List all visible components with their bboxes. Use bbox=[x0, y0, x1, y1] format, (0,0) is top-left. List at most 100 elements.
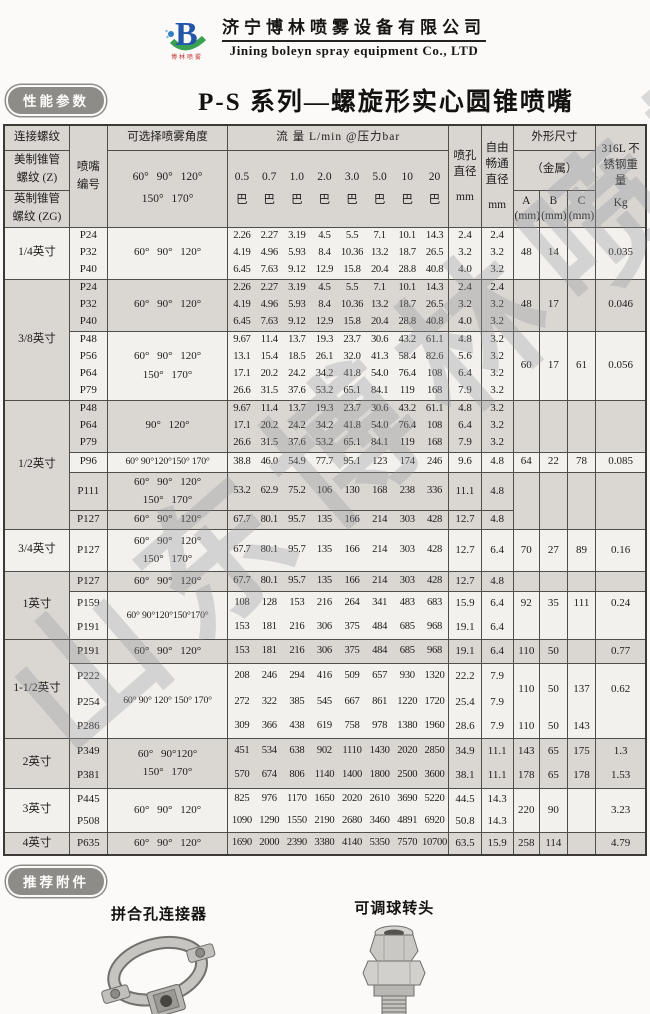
cell: 20.2 bbox=[260, 419, 279, 431]
cell: 3.2 bbox=[480, 261, 514, 279]
cell: 174 bbox=[393, 451, 421, 472]
cell: 60° 90°120°150°170° bbox=[106, 590, 229, 640]
table-row: 3/8英寸 P24 60° 90° 120° 2.26 2.27 3.19 4.5 5.5 7.… bbox=[3, 278, 647, 400]
cell bbox=[512, 471, 541, 530]
cell: 220 bbox=[512, 787, 541, 833]
cell: 12.9 bbox=[315, 263, 334, 275]
cell: 54.0 bbox=[370, 367, 389, 379]
cell: 3.2 bbox=[480, 399, 514, 418]
cell: 306 bbox=[316, 620, 332, 632]
cell: 7.9 bbox=[480, 689, 514, 716]
cell: 570 bbox=[227, 763, 256, 789]
cell: 9.12 bbox=[288, 315, 306, 327]
cell: 3.2 bbox=[480, 296, 514, 314]
cell: 19.3 bbox=[310, 399, 339, 418]
cell: 166 bbox=[338, 528, 366, 572]
cell: 60° 90° 120° bbox=[106, 638, 229, 664]
cell: 9.67 bbox=[227, 399, 256, 418]
cell: 4英寸 bbox=[3, 831, 70, 856]
cell: 4.8 bbox=[480, 509, 514, 530]
cell: 168 bbox=[427, 384, 443, 396]
cell: 11.4 bbox=[255, 399, 284, 418]
cell: 3380 bbox=[310, 831, 339, 856]
cell: 2020 bbox=[338, 787, 366, 811]
cell: 7.63 bbox=[260, 263, 279, 275]
cell: 37.6 bbox=[288, 384, 306, 396]
cell: 1110 bbox=[338, 737, 366, 764]
cell: 2190 bbox=[314, 814, 335, 826]
cell: 3英寸 bbox=[3, 787, 70, 833]
cell: 23.7 bbox=[338, 330, 366, 349]
cell: 50 bbox=[539, 662, 568, 716]
cell: 34.9 bbox=[448, 737, 482, 764]
cell bbox=[512, 570, 541, 592]
spec-table-head: 连接螺纹 喷嘴 编号 可选择喷雾角度流 量 L/min @压力bar 喷孔 直径 mm 自由畅… bbox=[3, 124, 647, 227]
cell: 0.16 bbox=[595, 528, 647, 572]
header-cell: 可选择喷雾角度 bbox=[106, 124, 229, 150]
cell: 61.1 bbox=[421, 330, 449, 349]
cell: 38.8 bbox=[227, 451, 256, 472]
cell: 246 bbox=[421, 451, 449, 472]
cell: 135 bbox=[310, 570, 339, 592]
cell: 0.62 bbox=[595, 662, 647, 716]
header-cell: 60° 90° 120° 150° 170° bbox=[106, 149, 229, 227]
cell: 60° 90° 120° bbox=[106, 570, 229, 592]
cell: 7.1 bbox=[365, 278, 394, 297]
cell: 2.4 bbox=[448, 278, 482, 297]
cell: 1.53 bbox=[595, 763, 647, 789]
header-cell: 1.0 巴 bbox=[283, 149, 311, 227]
cell: P635 bbox=[68, 831, 108, 856]
spec-table-body: 1/4英寸 P24 60° 90° 120° 2.26 2.27 3.19 4.5 5.5 7.… bbox=[3, 226, 647, 856]
cell: P127 bbox=[68, 509, 108, 530]
cell bbox=[595, 715, 647, 739]
cell: 90 bbox=[539, 787, 568, 833]
table-row: P222 60° 90° 120° 150° 170° 208 246 294 416 50… bbox=[4, 662, 647, 739]
cell: 214 bbox=[365, 528, 394, 572]
header-cell: 流 量 L/min @压力bar bbox=[227, 124, 450, 150]
cell: 6.4 bbox=[448, 417, 482, 435]
cell: 50 bbox=[539, 715, 568, 739]
cell: 3460 bbox=[369, 814, 390, 826]
section-badge-accessories: 推荐附件 bbox=[8, 868, 104, 896]
cell: 17 bbox=[539, 278, 568, 331]
cell: 153 bbox=[227, 615, 256, 640]
cell: 3.2 bbox=[480, 348, 514, 366]
table-row: 3/4英寸 P127 60° 90° 120° 150° 170° 67.7 80.1 95… bbox=[3, 528, 647, 572]
table-row: 1/2英寸 P48 90° 120° 9.67 11.4 13.7 19.3 23.7 30.6… bbox=[3, 399, 647, 530]
cell: 12.7 bbox=[448, 509, 482, 530]
cell: 119 bbox=[399, 436, 415, 448]
cell: 3.2 bbox=[448, 244, 482, 262]
cell: 619 bbox=[316, 720, 332, 732]
cell: 2.4 bbox=[480, 278, 514, 297]
cell: 31.5 bbox=[260, 436, 279, 448]
cell: 26.1 bbox=[315, 350, 334, 362]
company-name-divider bbox=[222, 40, 486, 42]
cell: 0.77 bbox=[595, 638, 647, 664]
cell: 3690 bbox=[393, 787, 421, 811]
cell: 2680 bbox=[342, 814, 363, 826]
cell: 1550 bbox=[286, 814, 307, 826]
cell: 4.79 bbox=[595, 831, 647, 856]
cell: 35 bbox=[539, 590, 568, 616]
cell: 4.8 bbox=[480, 471, 514, 511]
cell bbox=[566, 787, 597, 833]
cell: 1320 bbox=[421, 662, 449, 690]
cell: 674 bbox=[261, 769, 277, 781]
cell: 806 bbox=[289, 769, 305, 781]
header-cell: 0.5 巴 bbox=[227, 149, 256, 227]
table-row: 1-1/2英寸 P191 60° 90° 120° 153 181 216 306 375 48… bbox=[3, 638, 647, 739]
cell: 385 bbox=[289, 696, 305, 708]
cell: 484 bbox=[365, 638, 394, 664]
cell: 178 bbox=[512, 763, 541, 789]
cell: P381 bbox=[68, 763, 108, 789]
cell: 10.1 bbox=[393, 226, 421, 245]
cell: 7.9 bbox=[448, 382, 482, 400]
svg-text:B: B bbox=[175, 16, 198, 53]
cell: 12.7 bbox=[448, 528, 482, 572]
table-row: P127 60° 90° 120° 67.7 80.1 95.7 135 166 214 303… bbox=[4, 509, 646, 530]
cell: 0.24 bbox=[595, 590, 647, 616]
cell: 28.8 bbox=[398, 263, 417, 275]
cell: 4140 bbox=[338, 831, 366, 856]
cell: 10.1 bbox=[393, 278, 421, 297]
